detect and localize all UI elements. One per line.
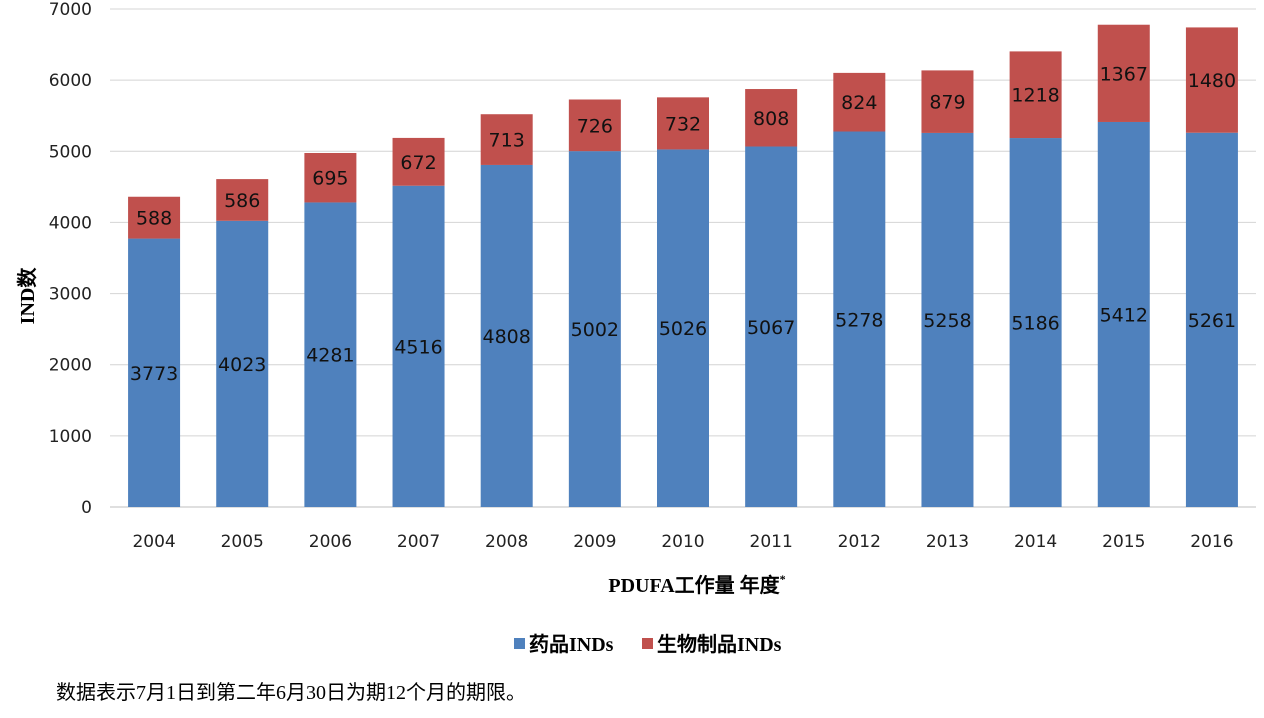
x-tick-label: 2006 <box>309 532 352 552</box>
x-tick-label: 2014 <box>1014 532 1057 552</box>
data-label-biologic: 713 <box>489 130 525 152</box>
x-tick-label: 2005 <box>221 532 264 552</box>
legend-label: 药品INDs <box>529 632 614 656</box>
data-label-biologic: 588 <box>136 208 172 230</box>
y-tick-label: 5000 <box>49 142 92 162</box>
bars <box>128 24 1238 508</box>
bar-drug-2014 <box>1009 138 1062 507</box>
data-label-drug: 5258 <box>923 310 971 332</box>
bar-biologic-2010 <box>657 97 709 150</box>
x-axis-ticks: 2004 2005 2006 2007 2008 2009 2010 2011 2012 2013… <box>132 532 1233 552</box>
bar-biologic-2016 <box>1185 27 1238 133</box>
x-tick-label: 2009 <box>573 532 616 552</box>
x-tick-label: 2011 <box>750 532 793 552</box>
legend-swatch <box>514 638 525 649</box>
x-tick-label: 2008 <box>485 532 528 552</box>
x-tick-label: 2013 <box>926 532 969 552</box>
data-label-biologic: 1218 <box>1011 85 1059 107</box>
bar-drug-2012 <box>833 131 886 507</box>
y-tick-label: 3000 <box>49 285 92 305</box>
data-label-biologic: 695 <box>312 168 348 190</box>
data-label-drug: 4281 <box>306 345 354 367</box>
bar-drug-2011 <box>745 146 798 507</box>
y-tick-label: 2000 <box>49 356 92 376</box>
data-label-drug: 5002 <box>571 319 619 341</box>
bar-drug-2015 <box>1097 121 1150 507</box>
data-label-biologic: 726 <box>577 115 613 137</box>
y-axis-title: IND数 <box>15 267 39 325</box>
x-tick-label: 2015 <box>1102 532 1145 552</box>
data-label-biologic: 808 <box>753 108 789 130</box>
y-axis-ticks: 0 1000 2000 3000 4000 5000 6000 7000 <box>49 0 92 518</box>
data-label-drug: 5186 <box>1011 313 1059 335</box>
data-label-biologic: 1367 <box>1100 63 1148 85</box>
bar-drug-2009 <box>568 151 621 507</box>
data-label-drug: 4516 <box>394 336 442 358</box>
data-label-biologic: 586 <box>224 190 260 212</box>
bar-biologic-2015 <box>1097 24 1150 122</box>
stacked-bar-chart: 0 1000 2000 3000 4000 5000 6000 7000 3773 588 402… <box>15 0 1256 656</box>
y-tick-label: 6000 <box>49 71 92 91</box>
bar-drug-2010 <box>657 149 709 507</box>
data-labels: 3773 588 4023 586 4281 695 4516 672 4808 713 5002 7… <box>130 63 1236 384</box>
x-tick-label: 2010 <box>661 532 704 552</box>
bar-drug-2005 <box>216 220 269 507</box>
legend-item-drug: 药品INDs <box>514 632 614 656</box>
data-label-drug: 3773 <box>130 363 178 385</box>
y-tick-label: 1000 <box>49 427 92 447</box>
y-tick-label: 0 <box>81 498 92 518</box>
x-tick-label: 2004 <box>132 532 175 552</box>
bar-biologic-2012 <box>833 72 886 132</box>
bar-drug-2016 <box>1185 132 1238 508</box>
bar-drug-2006 <box>304 202 357 507</box>
x-tick-label: 2007 <box>397 532 440 552</box>
footnote: 数据表示7月1日到第二年6月30日为期12个月的期限。 <box>56 682 526 704</box>
data-label-biologic: 672 <box>400 152 436 174</box>
bar-drug-2007 <box>392 185 445 507</box>
x-tick-label: 2016 <box>1190 532 1233 552</box>
bar-biologic-2004 <box>128 196 181 239</box>
bar-biologic-2014 <box>1009 51 1062 139</box>
data-label-drug: 4808 <box>483 326 531 348</box>
data-label-drug: 5278 <box>835 309 883 331</box>
data-label-biologic: 879 <box>929 92 965 114</box>
bar-biologic-2008 <box>480 114 533 165</box>
legend: 药品INDs 生物制品INDs <box>514 632 782 656</box>
y-tick-label: 7000 <box>49 0 92 20</box>
data-label-biologic: 1480 <box>1188 70 1236 92</box>
bar-biologic-2011 <box>745 89 798 147</box>
data-label-drug: 4023 <box>218 354 266 376</box>
bar-biologic-2013 <box>921 70 974 133</box>
bar-drug-2013 <box>921 132 974 508</box>
bar-biologic-2007 <box>392 137 445 186</box>
legend-swatch <box>642 638 653 649</box>
data-label-drug: 5026 <box>659 318 707 340</box>
data-label-drug: 5261 <box>1188 310 1236 332</box>
bar-biologic-2009 <box>568 99 621 152</box>
x-axis-title: PDUFA工作量 年度* <box>608 572 785 597</box>
y-tick-label: 4000 <box>49 213 92 233</box>
x-tick-label: 2012 <box>838 532 881 552</box>
data-label-biologic: 732 <box>665 113 701 135</box>
legend-label: 生物制品INDs <box>657 632 782 656</box>
data-label-drug: 5412 <box>1100 304 1148 326</box>
data-label-drug: 5067 <box>747 317 795 339</box>
bar-biologic-2006 <box>304 152 357 203</box>
bar-biologic-2005 <box>216 179 269 221</box>
data-label-biologic: 824 <box>841 92 877 114</box>
bar-drug-2008 <box>480 164 533 508</box>
legend-item-biologic: 生物制品INDs <box>642 632 782 656</box>
bar-drug-2004 <box>128 238 181 507</box>
